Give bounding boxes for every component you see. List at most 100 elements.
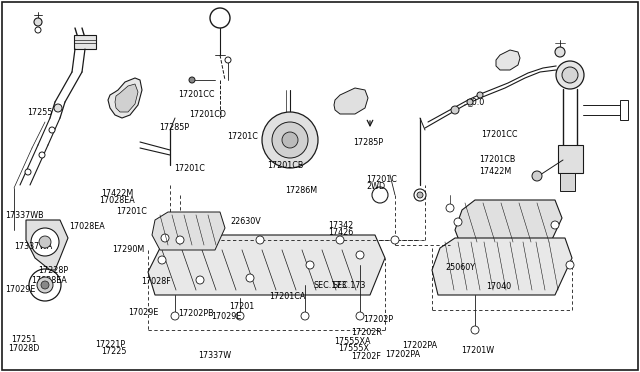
- Text: SEC.173: SEC.173: [333, 281, 366, 290]
- Text: 17201C: 17201C: [174, 164, 205, 173]
- Circle shape: [31, 228, 59, 256]
- Text: 17255: 17255: [27, 108, 52, 117]
- Circle shape: [176, 236, 184, 244]
- Circle shape: [566, 261, 574, 269]
- Circle shape: [34, 18, 42, 26]
- Circle shape: [41, 281, 49, 289]
- Polygon shape: [115, 84, 138, 112]
- Circle shape: [446, 204, 454, 212]
- Text: 17342: 17342: [328, 221, 353, 230]
- Text: 17337WB: 17337WB: [5, 211, 44, 219]
- Text: 17251: 17251: [12, 335, 37, 344]
- Circle shape: [39, 152, 45, 158]
- Circle shape: [336, 236, 344, 244]
- Text: 17285P: 17285P: [353, 138, 383, 147]
- Circle shape: [556, 61, 584, 89]
- Bar: [558, 145, 583, 173]
- Polygon shape: [170, 165, 425, 185]
- Circle shape: [236, 312, 244, 320]
- Circle shape: [301, 312, 309, 320]
- Text: 17290M: 17290M: [112, 246, 144, 254]
- Polygon shape: [170, 118, 425, 165]
- Circle shape: [158, 256, 166, 264]
- Circle shape: [37, 277, 53, 293]
- Text: 17225: 17225: [101, 347, 127, 356]
- Circle shape: [306, 261, 314, 269]
- Circle shape: [49, 127, 55, 133]
- Text: 17201C: 17201C: [227, 132, 258, 141]
- Circle shape: [562, 67, 578, 83]
- Circle shape: [391, 236, 399, 244]
- Text: 17337WA: 17337WA: [14, 242, 52, 251]
- Text: 17201CC: 17201CC: [481, 130, 518, 139]
- Text: 17202R: 17202R: [351, 328, 381, 337]
- Circle shape: [477, 92, 483, 98]
- Text: 17426: 17426: [328, 228, 353, 237]
- Circle shape: [29, 269, 61, 301]
- Text: 17029E: 17029E: [211, 312, 241, 321]
- Text: 17201W: 17201W: [461, 346, 494, 355]
- Text: 17202PA: 17202PA: [402, 341, 437, 350]
- Text: 17285P: 17285P: [159, 123, 189, 132]
- Text: 17337W: 17337W: [198, 351, 232, 360]
- Text: 17202PB: 17202PB: [178, 309, 214, 318]
- Text: 17422M: 17422M: [479, 167, 511, 176]
- Circle shape: [171, 312, 179, 320]
- Polygon shape: [432, 238, 572, 295]
- Circle shape: [282, 132, 298, 148]
- Text: 17221P: 17221P: [95, 340, 125, 349]
- Text: 17028F: 17028F: [141, 278, 170, 286]
- Circle shape: [161, 234, 169, 242]
- Circle shape: [551, 221, 559, 229]
- Text: 17201CB: 17201CB: [479, 155, 515, 164]
- Circle shape: [35, 27, 41, 33]
- Circle shape: [189, 77, 195, 83]
- Circle shape: [372, 187, 388, 203]
- Circle shape: [356, 251, 364, 259]
- Polygon shape: [420, 130, 425, 185]
- Text: 17201: 17201: [229, 302, 254, 311]
- Circle shape: [471, 326, 479, 334]
- Text: 17040: 17040: [486, 282, 511, 291]
- Polygon shape: [26, 220, 68, 270]
- Circle shape: [272, 122, 308, 158]
- Text: SEC.173: SEC.173: [314, 281, 347, 290]
- Text: 17202PA: 17202PA: [385, 350, 420, 359]
- Circle shape: [25, 169, 31, 175]
- Text: 17555XA: 17555XA: [334, 337, 371, 346]
- Text: 25060Y: 25060Y: [445, 263, 475, 272]
- Polygon shape: [455, 200, 562, 248]
- Text: 17029E: 17029E: [128, 308, 158, 317]
- Text: 17028EA: 17028EA: [31, 276, 67, 285]
- Circle shape: [39, 236, 51, 248]
- Circle shape: [532, 171, 542, 181]
- Circle shape: [225, 57, 231, 63]
- Text: 17555X: 17555X: [338, 344, 369, 353]
- Bar: [74, 35, 96, 49]
- Text: 22630V: 22630V: [230, 217, 261, 226]
- Polygon shape: [496, 50, 520, 70]
- Circle shape: [467, 99, 473, 105]
- Circle shape: [356, 312, 364, 320]
- Circle shape: [262, 112, 318, 168]
- Circle shape: [451, 106, 459, 114]
- Circle shape: [454, 218, 462, 226]
- Text: 17201CD: 17201CD: [189, 110, 226, 119]
- Text: 17201C: 17201C: [116, 207, 147, 216]
- Text: 17422M: 17422M: [101, 189, 133, 198]
- Text: 17028EA: 17028EA: [69, 222, 105, 231]
- Text: 17228P: 17228P: [38, 266, 68, 275]
- Text: 2WD: 2WD: [366, 182, 385, 191]
- Text: 17028D: 17028D: [8, 344, 39, 353]
- Bar: [560, 173, 575, 191]
- Text: 17202P: 17202P: [364, 315, 394, 324]
- Circle shape: [54, 104, 62, 112]
- Text: 17029E: 17029E: [5, 285, 35, 294]
- Text: 17201CB: 17201CB: [268, 161, 304, 170]
- Text: 圠0.0: 圠0.0: [467, 98, 484, 107]
- Circle shape: [417, 192, 423, 198]
- Circle shape: [555, 47, 565, 57]
- Text: 17028EA: 17028EA: [99, 196, 135, 205]
- Circle shape: [414, 189, 426, 201]
- Polygon shape: [334, 88, 368, 114]
